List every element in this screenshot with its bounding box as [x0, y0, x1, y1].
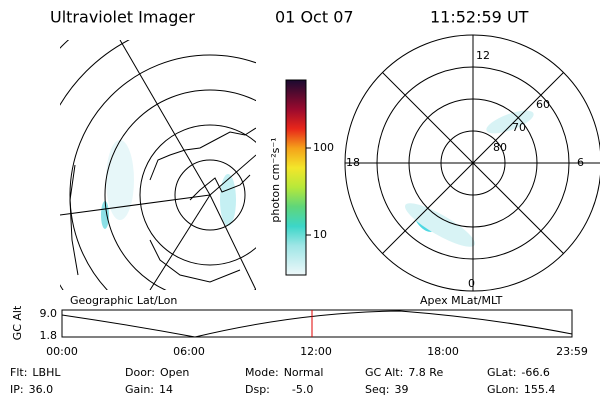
- info-value: -66.6: [521, 366, 549, 379]
- info-value: -5.0: [292, 383, 313, 396]
- colorbar-tick-label: 10: [313, 228, 327, 241]
- y-tick-label: 1.8: [40, 329, 58, 342]
- colorbar-tick-label: 100: [313, 141, 334, 154]
- info-label: Seq:: [365, 383, 389, 396]
- x-tick-label: 00:00: [46, 345, 78, 358]
- info-value: 36.0: [29, 383, 54, 396]
- meridian: [60, 194, 211, 216]
- mlt-label: 18: [346, 156, 360, 169]
- meridian: [149, 194, 211, 290]
- info-label: Flt:: [10, 366, 27, 379]
- meridian: [209, 194, 256, 290]
- colorbar: [285, 79, 307, 276]
- x-tick-label: 12:00: [300, 345, 332, 358]
- aurora: [405, 203, 475, 247]
- altitude-curve: [61, 310, 573, 338]
- info-label: GLat:: [487, 366, 516, 379]
- y-tick-label: 9.0: [40, 307, 58, 320]
- info-value: 7.8 Re: [408, 366, 443, 379]
- latitude-circle: [139, 124, 256, 266]
- info-label: Mode:: [245, 366, 279, 379]
- meridian: [209, 154, 256, 196]
- x-tick-label: 06:00: [173, 345, 205, 358]
- aurora: [220, 174, 236, 226]
- info-value: 155.4: [524, 383, 556, 396]
- mlt-label: 6: [577, 156, 584, 169]
- mlt-label: 12: [476, 49, 490, 62]
- info-value: 14: [159, 383, 173, 396]
- aurora: [101, 201, 109, 229]
- time: 11:52:59 UT: [430, 8, 529, 27]
- info-value: Open: [160, 366, 189, 379]
- altitude-plot: GC Alt 9.0 1.8 00:00 06:00 12:00 18:00 2…: [11, 305, 588, 358]
- info-label: GLon:: [487, 383, 519, 396]
- info-label: GC Alt:: [365, 366, 403, 379]
- meridian: [119, 40, 211, 196]
- latitude-circle: [174, 159, 246, 231]
- polar-plot: 12 18 6 0 80 70 60: [344, 34, 600, 292]
- latitude-circle: [69, 54, 256, 290]
- info-label: Gain:: [125, 383, 154, 396]
- latitude-circle: [60, 40, 70, 49]
- panel-label: Apex MLat/MLT: [420, 294, 503, 307]
- info-value: Normal: [284, 366, 324, 379]
- info-value: LBHL: [32, 366, 61, 379]
- info-label: Door:: [125, 366, 155, 379]
- aurora: [106, 140, 134, 220]
- x-tick-label: 18:00: [427, 345, 459, 358]
- latitude-circle: [104, 89, 256, 290]
- lat-label: 60: [536, 98, 550, 111]
- panel-label: Geographic Lat/Lon: [70, 294, 177, 307]
- date: 01 Oct 07: [275, 8, 354, 27]
- title: Ultraviolet Imager: [50, 8, 195, 27]
- mlt-line: [382, 72, 564, 254]
- info-label: Dsp:: [245, 383, 270, 396]
- info-panel: Flt: LBHL Door: Open Mode: Normal GC Alt: 7.8 R…: [10, 366, 555, 396]
- x-tick-label: 23:59: [556, 345, 588, 358]
- coastline: [69, 127, 256, 283]
- colorbar-label: photon cm⁻²s⁻¹: [269, 137, 282, 222]
- info-value: 39: [394, 383, 408, 396]
- aurora: [486, 110, 534, 134]
- y-axis-label: GC Alt: [11, 305, 24, 340]
- lat-label: 70: [512, 121, 526, 134]
- info-label: IP:: [10, 383, 24, 396]
- lat-label: 80: [493, 141, 507, 154]
- mlt-label: 0: [468, 277, 475, 290]
- geographic-map: [60, 40, 256, 290]
- plot-frame: [61, 309, 573, 338]
